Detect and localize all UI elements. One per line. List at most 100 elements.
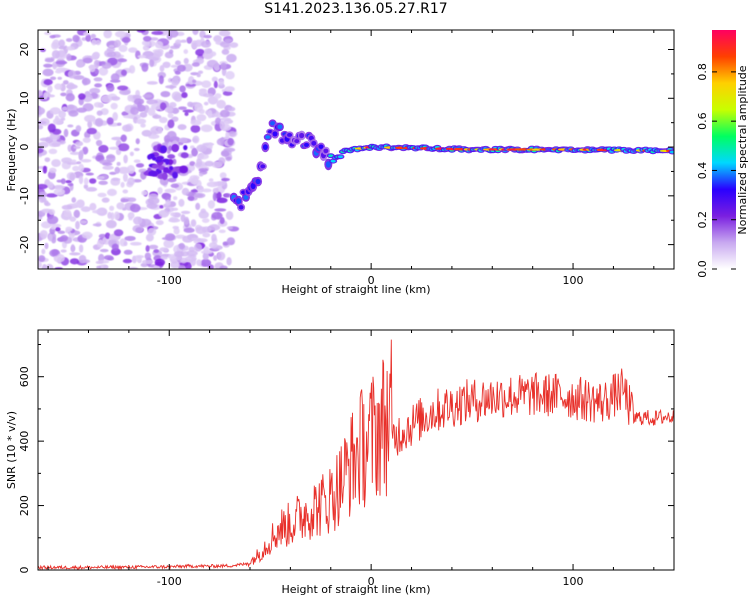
spectrogram-cell	[165, 199, 171, 206]
spectrogram-cell	[122, 124, 132, 132]
spectrogram-cell	[204, 160, 214, 167]
spectrogram-cell	[201, 80, 212, 89]
spectrogram-cell	[172, 158, 177, 165]
colorbar-label: Normalized spectral amplitude	[736, 65, 749, 234]
spectrogram-cell	[174, 70, 181, 75]
spectrogram-cell	[204, 48, 213, 55]
spectrogram-y-ticks: -20 -10 0 10 20	[18, 43, 674, 270]
spectrogram-cell	[103, 255, 114, 261]
spectrogram-cell	[180, 39, 187, 43]
spectrogram-cell	[67, 144, 73, 152]
spectrogram-cell	[158, 116, 168, 124]
spectrogram-cell	[304, 142, 310, 147]
snr-x-tick-label: 0	[368, 575, 375, 588]
spectrogram-cell	[44, 242, 49, 250]
spectrogram-cell	[94, 83, 103, 88]
spectrogram-cell	[223, 120, 229, 130]
colorbar-gradient	[712, 30, 736, 269]
spectrogram-cell	[73, 202, 80, 209]
colorbar: 0.0 0.2 0.4 0.6 0.8 Normalized spectral ampl…	[696, 30, 749, 278]
spectrogram-cell	[111, 177, 121, 181]
spectrogram-cell	[174, 60, 181, 66]
colorbar-tick-label: 0.4	[696, 162, 709, 180]
spectrogram-cell	[41, 266, 49, 269]
spectrogram-cell	[100, 95, 113, 103]
spectrogram-cell	[270, 121, 276, 126]
spectrogram-cell	[195, 202, 201, 211]
spectrogram-y-tick-label: -20	[18, 236, 31, 254]
spectrogram-cell	[218, 229, 226, 234]
spectrogram-cell	[109, 171, 117, 175]
spectrogram-cell	[216, 99, 226, 109]
spectrogram-cell	[146, 81, 158, 85]
spectrogram-cell	[299, 132, 305, 139]
spectrogram-cell	[92, 209, 104, 214]
spectrogram-cell	[180, 152, 189, 159]
spectrogram-cell	[71, 159, 77, 163]
spectrogram-cell	[80, 159, 92, 163]
spectrogram-cell	[58, 45, 66, 50]
spectrogram-cell	[226, 237, 236, 246]
spectrogram-cell	[46, 94, 56, 98]
spectrogram-cell	[128, 47, 138, 53]
spectrogram-cell	[208, 242, 218, 249]
spectrogram-cell	[200, 40, 212, 48]
spectrogram-cell	[197, 185, 204, 193]
spectrogram-cell	[163, 239, 174, 249]
spectrogram-y-tick-label: 20	[18, 43, 31, 57]
spectrogram-cell	[208, 142, 213, 150]
spectrogram-cell	[127, 94, 133, 102]
spectrogram-cell	[50, 76, 57, 81]
spectrogram-cell	[67, 124, 74, 128]
spectrogram-cell	[96, 239, 104, 248]
spectrogram-cell	[70, 244, 75, 253]
snr-data	[38, 339, 674, 570]
spectrogram-cell	[669, 150, 674, 154]
spectrogram-cell	[52, 39, 60, 49]
spectrogram-cell	[90, 33, 97, 39]
spectrogram-cell	[177, 124, 187, 130]
spectrogram-cell	[201, 226, 212, 233]
spectrogram-cell	[51, 50, 60, 59]
spectrogram-cell	[175, 39, 182, 45]
spectrogram-cell	[96, 265, 102, 269]
spectrogram-cell	[96, 110, 103, 116]
spectrogram-cell	[226, 53, 237, 63]
spectrogram-cell	[218, 79, 225, 86]
spectrogram-cell	[198, 173, 204, 177]
spectrogram-cell	[161, 172, 168, 181]
spectrogram-cell	[44, 157, 51, 163]
spectrogram-x-tick-label: 100	[563, 274, 584, 287]
spectrogram-cell	[191, 62, 200, 67]
spectrogram-cell	[69, 151, 81, 155]
spectrogram-cell	[106, 188, 117, 197]
spectrogram-cell	[189, 161, 196, 166]
spectrogram-cell	[183, 49, 189, 55]
snr-y-axis-label: SNR (10 * v/v)	[5, 411, 18, 489]
spectrogram-cell	[107, 211, 112, 219]
spectrogram-cell	[311, 140, 317, 146]
spectrogram-cell	[39, 118, 50, 126]
spectrogram-cell	[48, 148, 58, 155]
spectrogram-cell	[183, 216, 190, 225]
spectrogram-cell	[122, 258, 133, 264]
spectrogram-cell	[143, 35, 152, 42]
spectrogram-cell	[39, 137, 52, 142]
spectrogram-cell	[178, 198, 185, 207]
spectrogram-cell	[192, 135, 200, 144]
spectrogram-cell	[221, 177, 230, 182]
spectrogram-y-tick-label: 10	[18, 91, 31, 105]
spectrogram-cell	[140, 123, 146, 128]
spectrogram-cell	[182, 235, 194, 243]
spectrogram-cell	[105, 219, 117, 229]
spectrogram-cell	[171, 207, 179, 211]
spectrogram-cell	[95, 139, 103, 147]
spectrogram-cell	[104, 49, 115, 58]
spectrogram-cell	[91, 52, 99, 60]
snr-x-tick-label: 100	[563, 575, 584, 588]
spectrogram-cell	[78, 163, 85, 172]
spectrogram-cell	[65, 179, 72, 184]
spectrogram-cell	[170, 212, 176, 217]
spectrogram-cell	[167, 177, 177, 183]
spectrogram-cell	[220, 62, 227, 71]
